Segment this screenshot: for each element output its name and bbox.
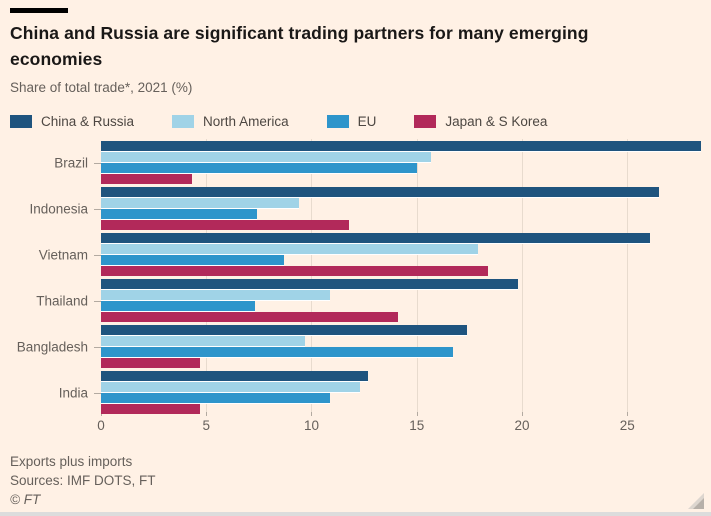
bar-north-america [101,382,360,392]
bar-japan-s-korea [101,266,489,276]
bar-north-america [101,198,299,208]
legend-swatch-eu [326,115,349,128]
x-tick-label: 5 [202,418,210,433]
copyright: © FT [10,492,41,507]
chart-footer: Exports plus imports Sources: IMF DOTS, … [10,452,156,509]
chart-area: Brazil Indonesia Vietnam Thailand Bangladesh… [17,139,703,415]
x-tick-mark [206,412,208,416]
bar-north-america [101,290,331,300]
x-tick-mark [311,412,313,416]
legend-item-japan-s-korea: Japan & S Korea [414,114,547,129]
chart-row-brazil: Brazil [54,141,703,184]
chart-row-vietnam: Vietnam [39,233,703,276]
sources: Sources: IMF DOTS, FT [10,473,156,488]
bar-japan-s-korea [101,358,200,368]
category-label: India [58,385,88,400]
category-tick [94,254,101,256]
x-tick-label: 10 [303,418,319,433]
legend-item-north-america: North America [172,114,289,129]
legend-item-eu: EU [326,114,377,129]
chart-row-bangladesh: Bangladesh [17,325,703,368]
bar-japan-s-korea [101,174,192,184]
resize-triangle-dark [693,498,704,509]
x-axis: 0 5 10 15 20 25 [97,412,703,436]
page-subtitle: Share of total trade*, 2021 (%) [10,80,193,95]
x-tick-mark [416,412,418,416]
x-tick-mark [101,412,102,416]
chart-row-india: India [59,371,703,414]
legend-swatch-china-russia [10,115,32,128]
category-label: Thailand [36,293,88,308]
bar-north-america [101,336,306,346]
bar-north-america [101,244,478,254]
category-label: Vietnam [38,247,88,262]
page-title: China and Russia are significant trading… [10,23,589,69]
category-tick [94,162,101,164]
chart-row-thailand: Thailand [36,279,703,322]
resize-handle-icon[interactable] [688,493,704,509]
legend-label: EU [357,114,377,129]
legend-label: Japan & S Korea [445,114,548,129]
category-tick [94,208,101,210]
category-tick [94,392,101,394]
bar-china-russia [101,187,659,197]
legend-label: China & Russia [41,114,135,129]
gridline-25 [627,139,629,415]
x-tick-label: 15 [409,418,425,433]
bar-china-russia [101,371,369,381]
legend-label: North America [203,114,289,129]
gridline-15 [416,139,418,415]
gridline-5 [206,139,208,415]
bar-japan-s-korea [101,312,398,322]
bar-china-russia [101,233,651,243]
footnote: Exports plus imports [10,454,133,469]
bar-eu [101,301,255,311]
category-label: Indonesia [29,201,88,216]
gridline-20 [521,139,523,415]
bar-eu [101,393,331,403]
bar-china-russia [101,141,701,151]
bar-china-russia [101,279,518,289]
bar-eu [101,163,417,173]
accent-bar [10,8,68,13]
legend-swatch-japan-s-korea [414,115,437,128]
x-tick-label: 0 [97,418,105,433]
plot-area: Brazil Indonesia Vietnam Thailand Bangladesh… [17,139,703,414]
window-bottom-edge [0,512,711,516]
legend-swatch-north-america [172,115,195,128]
legend-item-china-russia: China & Russia [10,114,134,129]
bar-china-russia [101,325,468,335]
x-tick-label: 20 [514,418,530,433]
x-tick-mark [627,412,629,416]
legend: China & Russia North America EU Japan & S K… [10,114,547,129]
category-tick [94,300,101,302]
x-tick-mark [521,412,523,416]
category-label: Brazil [54,155,88,170]
bar-japan-s-korea [101,404,200,414]
chart-row-indonesia: Indonesia [29,187,703,230]
x-tick-label: 25 [619,418,635,433]
bar-north-america [101,152,432,162]
bar-eu [101,255,285,265]
category-label: Bangladesh [16,339,88,354]
bar-eu [101,209,257,219]
gridline-10 [311,139,313,415]
bar-japan-s-korea [101,220,350,230]
category-tick [94,346,101,348]
bar-eu [101,347,453,357]
